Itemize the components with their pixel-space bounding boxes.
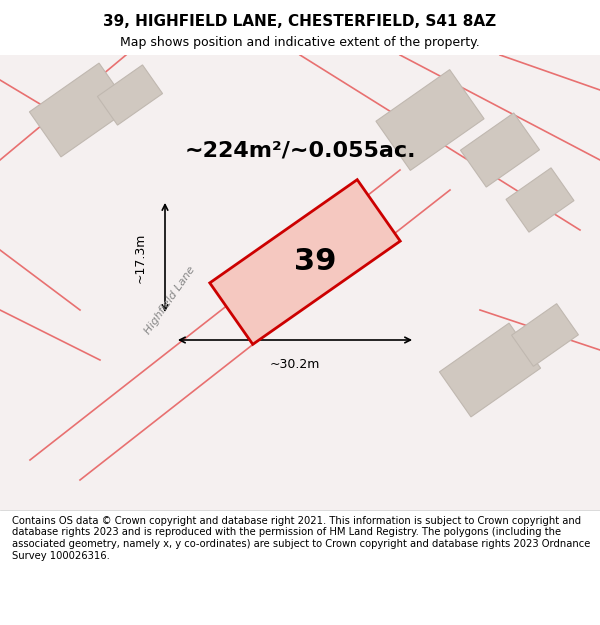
Polygon shape (512, 304, 578, 366)
Polygon shape (376, 69, 484, 171)
Polygon shape (29, 63, 131, 157)
Polygon shape (97, 65, 163, 125)
Text: Contains OS data © Crown copyright and database right 2021. This information is : Contains OS data © Crown copyright and d… (12, 516, 590, 561)
Text: 39, HIGHFIELD LANE, CHESTERFIELD, S41 8AZ: 39, HIGHFIELD LANE, CHESTERFIELD, S41 8A… (103, 14, 497, 29)
Text: 39: 39 (294, 248, 336, 276)
Polygon shape (460, 113, 539, 187)
Text: ~224m²/~0.055ac.: ~224m²/~0.055ac. (184, 140, 416, 160)
Text: Map shows position and indicative extent of the property.: Map shows position and indicative extent… (120, 36, 480, 49)
Text: Highfield Lane: Highfield Lane (143, 264, 197, 336)
Polygon shape (506, 168, 574, 232)
Text: ~30.2m: ~30.2m (270, 358, 320, 371)
Polygon shape (439, 323, 541, 417)
Polygon shape (210, 179, 400, 344)
Text: ~17.3m: ~17.3m (134, 232, 147, 282)
